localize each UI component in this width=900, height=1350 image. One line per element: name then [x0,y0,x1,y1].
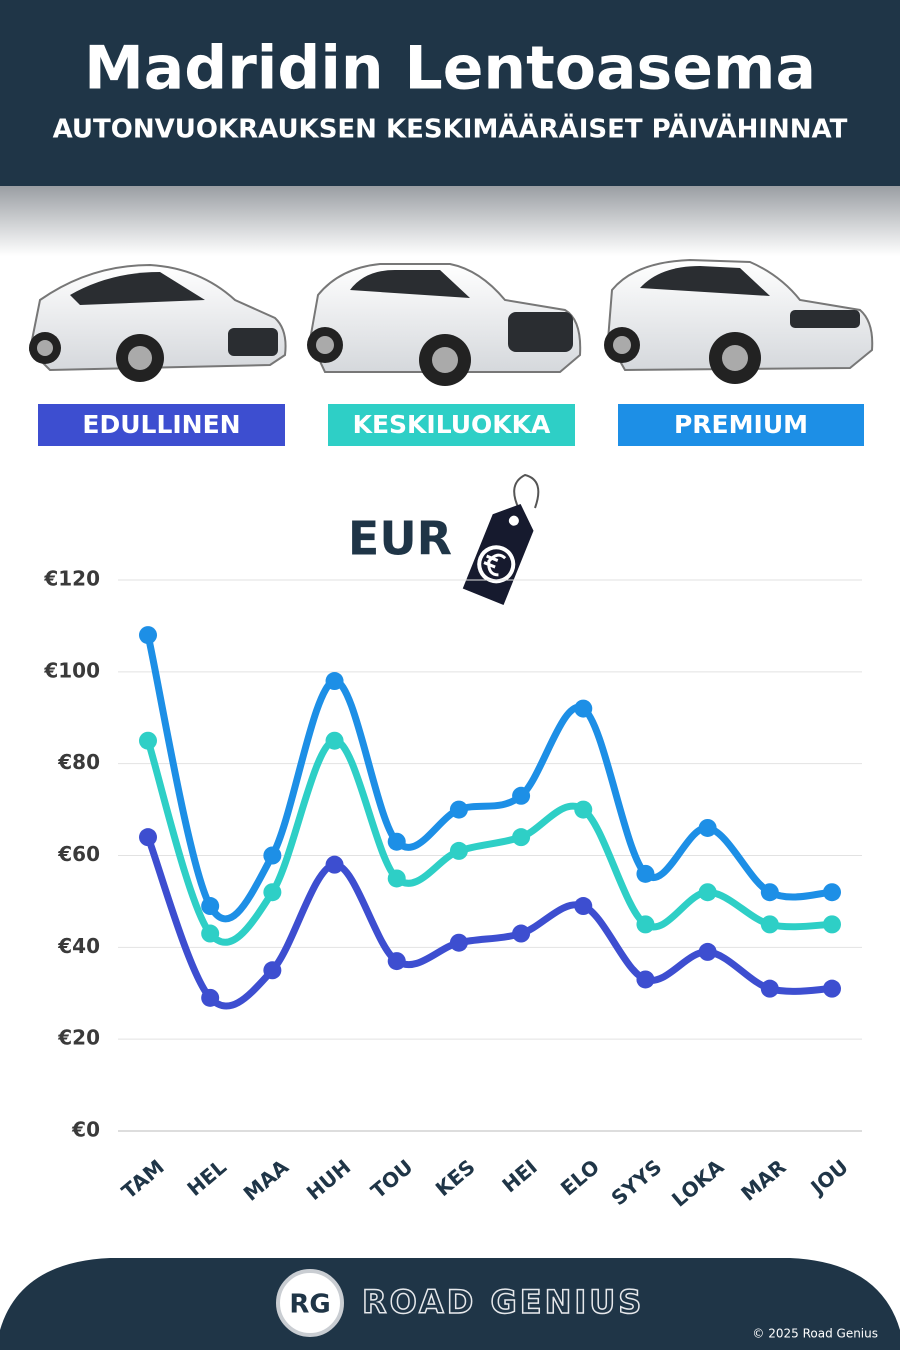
car-suv [307,263,582,386]
y-tick-label: €120 [43,567,100,591]
data-point [512,924,531,943]
header-band [0,0,900,186]
y-tick-label: €20 [57,1026,100,1050]
logo-text: RG [289,1290,330,1320]
data-point [139,626,157,645]
data-point [449,841,468,860]
y-tick-label: €80 [57,750,100,774]
legend-label: PREMIUM [674,410,808,439]
data-point [201,988,220,1007]
price-tag-icon [462,473,540,605]
data-point [636,915,655,934]
x-tick-label: JOU [805,1155,853,1201]
x-tick-label: TAM [117,1155,169,1204]
car-premium [604,258,874,384]
header-shadow [0,186,900,256]
data-point [387,952,406,971]
x-tick-label: ELO [556,1155,604,1201]
data-point [387,832,406,851]
x-tick-label: LOKA [667,1154,729,1211]
x-tick-label: SYYS [607,1155,667,1211]
x-tick-label: HEL [182,1155,231,1201]
footer-band [0,1258,900,1350]
data-point [139,731,157,750]
logo-badge [276,1269,344,1337]
data-point [698,883,717,902]
subtitle: AUTONVUOKRAUKSEN KESKIMÄÄRÄISET PÄIVÄHIN… [53,113,848,145]
legend-label: KESKILUOKKA [353,410,551,439]
brand-name: ROAD GENIUS [362,1283,644,1321]
x-tick-label: MAA [239,1154,294,1205]
data-point [698,818,717,837]
data-point [512,828,531,847]
data-point [387,869,406,888]
data-point [325,672,344,691]
data-point [823,883,841,902]
data-point [760,979,779,998]
data-point [449,933,468,952]
data-point [263,883,282,902]
data-point [636,970,655,989]
data-point [574,699,593,718]
legend-swatch [618,404,864,446]
x-tick-label: HEI [497,1155,541,1198]
data-point [263,846,282,865]
y-tick-label: €60 [57,842,100,866]
x-tick-label: KES [431,1155,480,1201]
data-point [139,828,157,847]
data-point [325,855,344,874]
x-tick-label: MAR [736,1155,790,1206]
plot: €0 €20 €40 €60 €80 €100 €120 TAM HEL MAA HUH TOU KES… [43,567,862,1212]
data-point [823,979,841,998]
copyright: © 2025 Road Genius [752,1327,878,1341]
y-axis-label: EUR [348,512,452,566]
y-tick-label: €100 [43,658,100,682]
data-point [512,786,531,805]
data-point [574,897,593,916]
legend-swatch [38,404,285,446]
data-point [760,883,779,902]
legend-swatch [328,404,575,446]
data-point [449,800,468,819]
legend-label: EDULLINEN [82,410,240,439]
data-point [698,942,717,961]
data-point [636,864,655,883]
car-hatchback [28,263,287,382]
data-point [201,897,220,916]
data-point [574,800,593,819]
title: Madridin Lentoasema [84,34,816,104]
y-tick-label: €40 [57,934,100,958]
data-point [263,961,282,980]
x-tick-label: HUH [302,1155,356,1205]
data-point [823,915,841,934]
series-line [144,631,836,923]
data-point [325,731,344,750]
x-tick-label: TOU [366,1155,417,1204]
data-point [760,915,779,934]
legend: EDULLINEN KESKILUOKKA PREMIUM [38,404,864,446]
data-point [201,924,220,943]
y-tick-label: €0 [71,1118,100,1142]
